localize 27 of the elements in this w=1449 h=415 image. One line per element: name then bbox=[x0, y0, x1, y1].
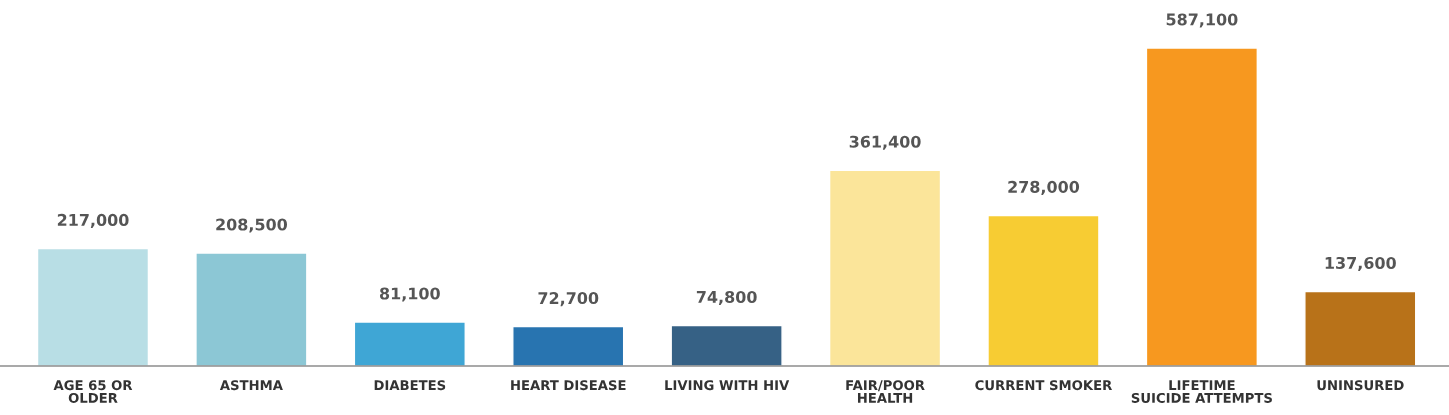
bar bbox=[195, 252, 308, 367]
x-tick-label: UNINSURED bbox=[1317, 380, 1404, 391]
x-tick-label: LIFETIME SUICIDE ATTEMPTS bbox=[1131, 380, 1272, 403]
data-label: 361,400 bbox=[849, 135, 921, 150]
x-tick-label: FAIR/POOR HEALTH bbox=[846, 380, 925, 403]
bar bbox=[512, 325, 625, 367]
x-tick-label: DIABETES bbox=[374, 380, 446, 391]
data-label: 587,100 bbox=[1166, 13, 1238, 28]
data-label: 74,800 bbox=[696, 290, 757, 306]
x-tick-label: AGE 65 OR OLDER bbox=[53, 380, 133, 403]
data-label: 72,700 bbox=[538, 292, 599, 307]
bar bbox=[670, 324, 783, 367]
data-label: 81,100 bbox=[379, 287, 440, 302]
x-tick-label: ASTHMA bbox=[219, 380, 283, 391]
bar bbox=[987, 214, 1100, 367]
bar bbox=[1145, 47, 1259, 367]
data-label: 208,500 bbox=[216, 218, 288, 233]
x-tick-label: CURRENT SMOKER bbox=[975, 380, 1113, 391]
bar bbox=[36, 247, 150, 367]
x-tick-label: HEART DISEASE bbox=[511, 380, 626, 391]
bar bbox=[1304, 290, 1417, 367]
data-label: 217,000 bbox=[57, 213, 129, 228]
bar bbox=[828, 169, 942, 367]
x-tick-label: LIVING WITH HIV bbox=[665, 380, 790, 391]
data-label: 137,600 bbox=[1325, 256, 1396, 271]
bar bbox=[353, 321, 466, 367]
data-label: 278,000 bbox=[1008, 180, 1080, 195]
